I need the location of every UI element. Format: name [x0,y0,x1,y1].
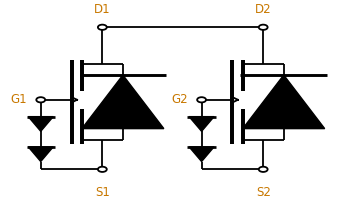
Circle shape [98,167,107,172]
Circle shape [98,25,107,30]
Polygon shape [243,75,325,129]
Circle shape [36,97,45,102]
Polygon shape [189,147,214,161]
Polygon shape [189,117,214,131]
Circle shape [197,97,206,102]
Text: S2: S2 [256,186,270,199]
Circle shape [259,167,268,172]
Circle shape [259,25,268,30]
Polygon shape [82,75,164,129]
Text: G1: G1 [10,93,27,106]
Polygon shape [28,117,53,131]
Text: S1: S1 [95,186,110,199]
Text: G2: G2 [171,93,188,106]
Text: D1: D1 [94,3,111,16]
Text: D2: D2 [255,3,272,16]
Polygon shape [28,147,53,161]
